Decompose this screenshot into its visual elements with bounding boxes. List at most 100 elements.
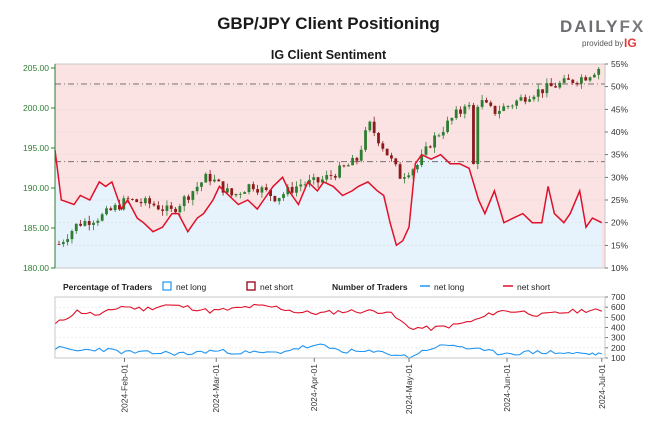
candle-body bbox=[592, 74, 596, 78]
candle-body bbox=[597, 68, 601, 75]
count-tick-label: 700 bbox=[611, 292, 625, 302]
net-long-area bbox=[55, 150, 602, 268]
candle-body bbox=[169, 205, 173, 209]
candle-body bbox=[437, 135, 441, 137]
candle-body bbox=[407, 175, 411, 178]
logo-word: DAILYFX bbox=[560, 17, 646, 36]
candle-body bbox=[325, 175, 329, 180]
price-tick-label: 195.00 bbox=[23, 143, 49, 153]
candle-body bbox=[187, 196, 190, 200]
price-tick-label: 205.00 bbox=[23, 63, 49, 73]
candle-body bbox=[230, 188, 234, 196]
count-tick-label: 300 bbox=[611, 333, 625, 343]
candle-body bbox=[411, 169, 415, 176]
candle-body bbox=[126, 198, 130, 200]
candle-body bbox=[476, 106, 480, 164]
candle-body bbox=[130, 199, 134, 200]
candle-body bbox=[208, 173, 212, 182]
candle-body bbox=[402, 177, 406, 179]
candle-body bbox=[420, 154, 424, 166]
candle-body bbox=[588, 77, 592, 81]
candle-body bbox=[105, 208, 108, 215]
candle-body bbox=[238, 193, 242, 195]
candle-body bbox=[221, 181, 225, 193]
candle-body bbox=[377, 132, 380, 144]
candle-body bbox=[260, 187, 264, 193]
candle-body bbox=[485, 100, 488, 103]
candle-body bbox=[135, 199, 139, 203]
candle-body bbox=[213, 179, 216, 182]
date-tick-label: 2024-Jun-01 bbox=[502, 364, 512, 412]
candle-body bbox=[269, 189, 272, 197]
candle-body bbox=[545, 83, 549, 94]
candle-body bbox=[390, 155, 393, 159]
candle-body bbox=[398, 164, 402, 179]
candle-body bbox=[96, 220, 100, 223]
net-long-count-line bbox=[54, 343, 602, 359]
candle-body bbox=[225, 188, 229, 193]
candle-body bbox=[303, 184, 307, 186]
date-tick-label: 2024-Feb-01 bbox=[120, 364, 130, 413]
logo-ig: IG bbox=[624, 36, 637, 50]
candle-body bbox=[234, 193, 238, 196]
candle-body bbox=[472, 105, 475, 164]
legend-long-swatch bbox=[162, 281, 172, 291]
legend-short-line-label: net short bbox=[517, 282, 551, 292]
candle-body bbox=[459, 109, 462, 114]
candle-body bbox=[178, 206, 182, 213]
candle-body bbox=[415, 165, 419, 170]
candle-body bbox=[256, 189, 260, 193]
candle-body bbox=[368, 121, 372, 131]
count-tick-label: 400 bbox=[611, 323, 625, 333]
candle-body bbox=[493, 105, 497, 114]
candle-body bbox=[381, 143, 385, 149]
candle-body bbox=[372, 121, 376, 133]
candle-body bbox=[286, 186, 290, 195]
candle-body bbox=[316, 177, 320, 183]
candle-body bbox=[480, 100, 484, 107]
candle-body bbox=[333, 175, 337, 178]
logo-provided-by: provided by bbox=[582, 39, 624, 48]
candle-body bbox=[424, 146, 428, 155]
candle-body bbox=[351, 157, 354, 166]
price-sentiment-panel: 180.00 185.00 190.00 195.00 200.00 205.00 10% 1… bbox=[23, 59, 628, 273]
legend-short-label: net short bbox=[260, 282, 294, 292]
candle-body bbox=[195, 186, 199, 192]
candle-body bbox=[320, 179, 324, 183]
count-tick-label: 500 bbox=[611, 312, 625, 322]
candle-body bbox=[143, 198, 147, 204]
candle-body bbox=[571, 79, 575, 83]
price-tick-label: 190.00 bbox=[23, 183, 49, 193]
chart-subtitle: IG Client Sentiment bbox=[270, 48, 387, 62]
candle-body bbox=[152, 203, 156, 206]
count-tick-label: 200 bbox=[611, 343, 625, 353]
candle-body bbox=[554, 86, 557, 88]
candle-body bbox=[92, 222, 95, 225]
chart-legend: Percentage of Traders net long net short Nu… bbox=[63, 281, 551, 292]
net-short-count-line bbox=[54, 303, 602, 332]
candle-body bbox=[282, 194, 285, 198]
candle-body bbox=[515, 100, 519, 106]
candle-body bbox=[502, 106, 506, 111]
candle-body bbox=[541, 89, 544, 94]
candle-body bbox=[567, 78, 570, 80]
candle-body bbox=[428, 146, 432, 148]
price-tick-label: 185.00 bbox=[23, 223, 49, 233]
candle-body bbox=[79, 223, 82, 226]
candle-body bbox=[66, 239, 70, 243]
candle-body bbox=[61, 242, 65, 245]
candle-body bbox=[510, 105, 514, 107]
pct-tick-label: 15% bbox=[611, 240, 628, 250]
pct-tick-label: 45% bbox=[611, 104, 628, 114]
candle-body bbox=[338, 165, 342, 178]
candle-body bbox=[295, 186, 298, 193]
legend-short-swatch bbox=[246, 281, 256, 291]
candle-body bbox=[575, 82, 579, 84]
candle-body bbox=[156, 205, 160, 210]
count-tick-label: 100 bbox=[611, 353, 625, 363]
pct-tick-label: 20% bbox=[611, 218, 628, 228]
legend-percentage-title: Percentage of Traders bbox=[63, 282, 153, 292]
candle-body bbox=[558, 82, 562, 88]
